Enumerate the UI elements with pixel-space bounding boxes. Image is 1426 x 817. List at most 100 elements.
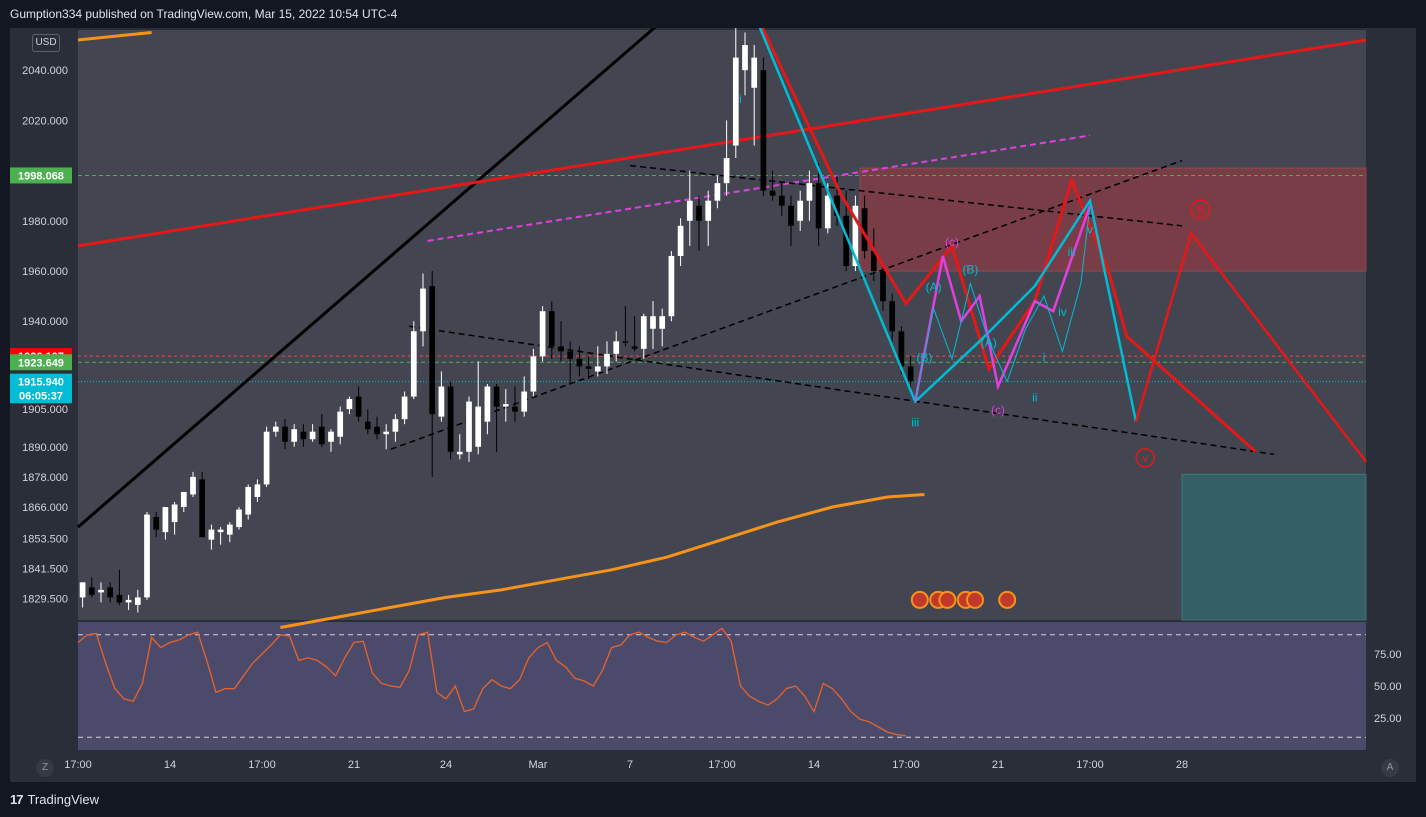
- economic-event-icon[interactable]: [966, 590, 984, 609]
- candle-body: [705, 200, 712, 221]
- economic-event-icon[interactable]: [910, 590, 929, 609]
- candle-body: [502, 404, 509, 407]
- candle-body: [171, 504, 178, 523]
- price-tick-label: 1829.500: [22, 594, 68, 606]
- candle-body: [843, 215, 850, 266]
- time-tick-label: 7: [627, 759, 633, 771]
- candle-body: [420, 288, 426, 332]
- candle-body: [751, 57, 758, 88]
- candle-body: [585, 366, 592, 369]
- price-tick-label: 1866.000: [22, 502, 68, 514]
- candle-body: [300, 431, 307, 440]
- rsi-pane[interactable]: [78, 622, 1366, 750]
- candle-body: [852, 205, 859, 266]
- tradingview-logo-icon: 17: [10, 792, 24, 807]
- economic-event-icon[interactable]: [938, 590, 957, 609]
- candle-body: [548, 311, 555, 347]
- price-tick-label: 1980.000: [22, 216, 68, 228]
- candle-body: [806, 183, 813, 201]
- price-tick-label: 2040.000: [22, 65, 68, 77]
- candle-body: [834, 195, 840, 216]
- candle-body: [512, 406, 518, 412]
- candle-body: [576, 358, 583, 367]
- candle-body: [162, 507, 169, 533]
- candle-body: [650, 316, 656, 329]
- candle-body: [493, 386, 500, 407]
- candle-body: [567, 351, 574, 359]
- wave-label-iii-high: iii: [1068, 245, 1076, 259]
- candle-body: [364, 421, 371, 430]
- candle-body: [116, 594, 123, 603]
- price-tag: [10, 167, 72, 184]
- chart-canvas[interactable]: iiiiiiiviviii(A)(B)(A)(B)(c)(c)vB2040.00…: [10, 19, 1416, 782]
- candle-body: [134, 597, 141, 605]
- candle-body: [686, 200, 693, 221]
- candle-body: [98, 589, 104, 593]
- price-tag: [10, 373, 72, 390]
- black-dashed-upper: [629, 164, 1183, 227]
- currency-button[interactable]: USD: [32, 34, 60, 52]
- candle-body: [383, 431, 390, 435]
- candle-body: [475, 406, 482, 447]
- candle-body: [208, 529, 215, 540]
- candle-body: [861, 208, 868, 251]
- wave-label-B1: (B): [962, 263, 978, 277]
- pane-divider[interactable]: [10, 620, 1416, 622]
- time-tick-label: 21: [992, 759, 1004, 771]
- time-tick-label: 28: [1176, 759, 1188, 771]
- publish-header: Gumption334 published on TradingView.com…: [0, 0, 1426, 28]
- price-tick-label: 1890.000: [22, 442, 68, 454]
- candle-body: [604, 353, 610, 367]
- price-tag-label: 1923.649: [18, 357, 64, 369]
- candle-body: [438, 386, 445, 417]
- economic-event-icon[interactable]: [998, 590, 1017, 609]
- wave-label-iv: iv: [1058, 305, 1067, 319]
- candle-body: [337, 411, 344, 437]
- price-tag-label: 06:05:37: [19, 390, 63, 402]
- auto-scale-right-button[interactable]: A: [1381, 759, 1399, 777]
- price-tag-label: 1998.068: [18, 170, 64, 182]
- candle-body: [466, 401, 472, 452]
- candle-body: [374, 426, 380, 435]
- time-tick-label: 14: [164, 759, 176, 771]
- price-pane[interactable]: [78, 30, 1366, 620]
- black-dashed-lower: [409, 325, 1275, 456]
- candle-body: [594, 366, 601, 372]
- candle-body: [199, 479, 206, 538]
- candle-body: [778, 195, 785, 206]
- time-tick-label: 17:00: [892, 759, 920, 771]
- wave-label-B2: (B): [916, 350, 932, 364]
- candle-body: [870, 250, 877, 272]
- rsi-tick-label: 25.00: [1374, 713, 1402, 725]
- candle-body: [392, 419, 399, 432]
- time-tick-label: 17:00: [248, 759, 276, 771]
- wave-label-ii: ii: [1032, 391, 1037, 405]
- candle-body: [318, 426, 325, 445]
- candle-body: [742, 45, 748, 71]
- auto-scale-left-button[interactable]: Z: [36, 759, 54, 777]
- red-wave-path: [757, 19, 1257, 453]
- tradingview-brand[interactable]: 17 TradingView: [10, 792, 99, 807]
- wave-label-B-red: B: [1196, 202, 1204, 216]
- candle-body: [107, 587, 114, 598]
- chart-frame[interactable]: i iii iii v iv ii i (A) (B) (A) (B) (c) (c) v B 2040.00…: [10, 19, 1416, 782]
- candle-body: [898, 331, 905, 367]
- price-tick-label: 1853.500: [22, 533, 68, 545]
- candle-body: [521, 391, 528, 412]
- candle-body: [410, 331, 417, 397]
- candle-body: [236, 509, 242, 528]
- candle-body: [613, 341, 620, 354]
- wave-label-v-red: v: [1142, 451, 1148, 465]
- candle-body: [355, 396, 362, 417]
- magenta-channel-line: [427, 134, 1091, 242]
- wave-label-v-cyan: v: [1087, 222, 1093, 236]
- black-trendline: [77, 23, 659, 529]
- candle-body: [125, 599, 132, 603]
- candle-body: [659, 316, 666, 329]
- candle-body: [245, 486, 252, 515]
- candle-body: [484, 386, 491, 422]
- time-tick-label: Mar: [529, 759, 548, 771]
- rsi-tick-label: 50.00: [1374, 681, 1402, 693]
- candle-body: [401, 396, 408, 420]
- candle-body: [558, 346, 564, 352]
